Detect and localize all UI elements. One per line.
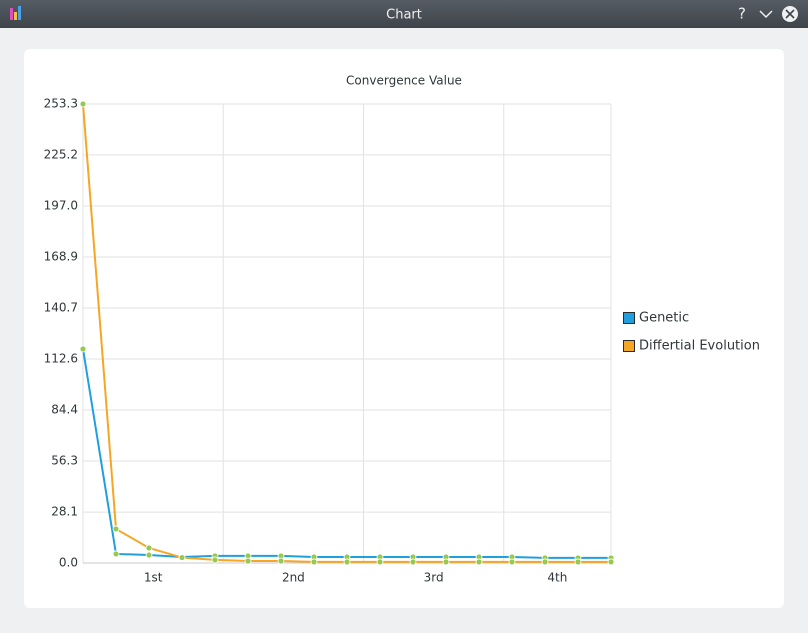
close-button[interactable] — [782, 6, 798, 22]
data-point — [508, 558, 516, 566]
minimize-button[interactable] — [759, 10, 773, 19]
chart-title: Convergence Value — [346, 74, 462, 88]
data-point — [145, 544, 153, 552]
y-tick-label: 0.0 — [59, 556, 78, 570]
data-point — [112, 525, 120, 533]
data-point — [541, 558, 549, 566]
data-point — [79, 100, 87, 108]
chart-panel — [24, 49, 784, 608]
legend-swatch — [623, 340, 635, 352]
y-tick-label: 225.2 — [44, 147, 78, 161]
legend-label: Differtial Evolution — [639, 339, 760, 354]
x-tick-label: 1st — [144, 571, 163, 585]
y-tick-label: 140.7 — [44, 301, 78, 315]
legend-label: Genetic — [639, 311, 689, 326]
data-point — [277, 557, 285, 565]
data-point — [607, 558, 615, 566]
x-tick-label: 3rd — [424, 571, 444, 585]
help-button[interactable]: ? — [738, 5, 746, 23]
data-point — [244, 557, 252, 565]
data-point — [475, 558, 483, 566]
data-point — [343, 558, 351, 566]
y-tick-label: 112.6 — [44, 351, 78, 365]
data-point — [376, 558, 384, 566]
y-tick-label: 84.4 — [51, 403, 78, 417]
data-point — [574, 558, 582, 566]
data-point — [178, 554, 186, 561]
legend-swatch — [623, 312, 635, 324]
y-tick-label: 197.0 — [44, 199, 78, 213]
x-tick-label: 2nd — [282, 571, 305, 585]
y-tick-label: 168.9 — [44, 249, 78, 263]
app-icon — [10, 6, 21, 20]
data-point — [112, 550, 120, 558]
y-tick-label: 253.3 — [44, 97, 78, 111]
data-point — [79, 345, 87, 353]
x-tick-label: 4th — [547, 571, 567, 585]
y-tick-label: 28.1 — [51, 505, 78, 519]
data-point — [310, 558, 318, 566]
data-point — [409, 558, 417, 566]
data-point — [145, 551, 153, 559]
data-point — [211, 556, 219, 564]
data-point — [442, 558, 450, 566]
y-tick-label: 56.3 — [51, 453, 78, 467]
title-bar — [0, 0, 808, 28]
window-title: Chart — [386, 8, 422, 23]
